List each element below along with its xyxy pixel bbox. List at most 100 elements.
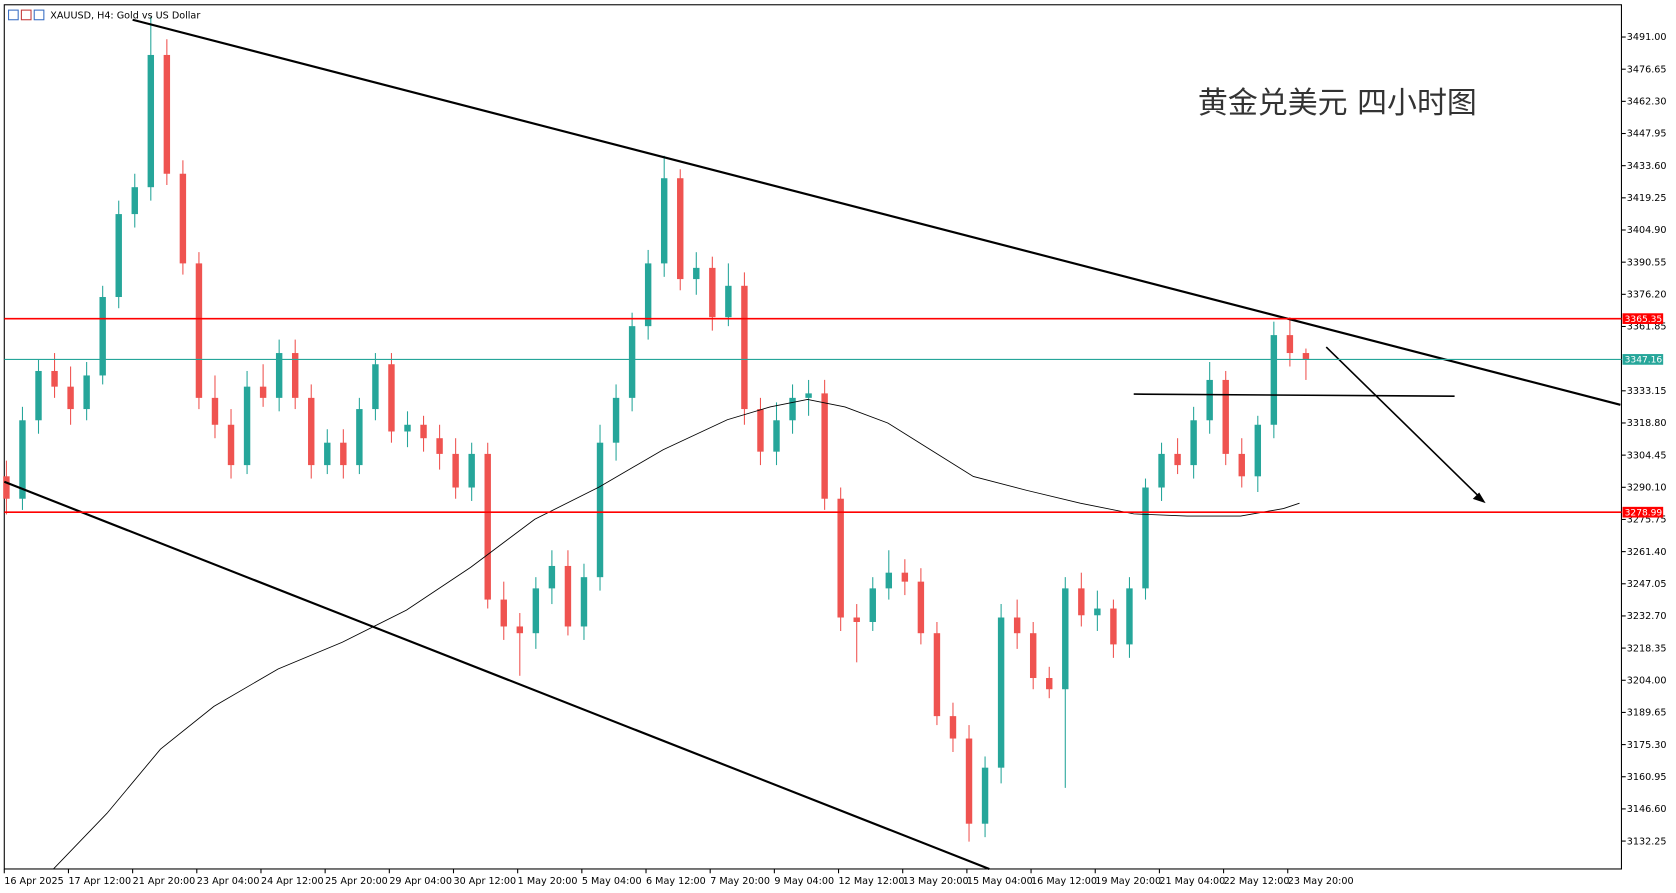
- price-label-bg: [1622, 506, 1664, 518]
- candle-body: [67, 386, 74, 410]
- candle-body: [484, 453, 491, 600]
- trendline: [3, 480, 990, 870]
- candle-body: [965, 738, 973, 824]
- candle-body: [35, 370, 42, 421]
- x-tick-label: 23 May 20:00: [1288, 876, 1354, 887]
- y-tick-label: 3390.55: [1627, 257, 1667, 268]
- candle-body: [949, 716, 957, 739]
- candle-body: [773, 420, 780, 452]
- y-tick-label: 3447.95: [1627, 129, 1667, 140]
- icon: [33, 9, 45, 21]
- candle-body: [404, 424, 411, 432]
- x-tick-label: 5 May 04:00: [582, 876, 642, 887]
- y-tick-label: 3491.00: [1627, 32, 1667, 43]
- candle-body: [628, 326, 636, 398]
- y-tick-label: 3304.45: [1627, 450, 1667, 461]
- price-label-bg: [1622, 313, 1664, 324]
- y-tick-label: 3333.15: [1627, 386, 1667, 397]
- candle-body: [933, 633, 941, 717]
- x-tick-label: 24 Apr 12:00: [261, 876, 324, 887]
- icon: [8, 9, 19, 21]
- candle-body: [516, 626, 524, 634]
- candle-body: [789, 397, 796, 421]
- candle-body: [580, 577, 588, 627]
- candle-body: [195, 263, 203, 398]
- candle-body: [1222, 379, 1229, 454]
- y-tick-label: 3318.80: [1627, 418, 1667, 429]
- candle-body: [372, 364, 379, 410]
- candle-body: [99, 297, 106, 376]
- candle-body: [612, 397, 620, 443]
- y-tick-label: 3404.90: [1627, 225, 1667, 236]
- candle-body: [1286, 335, 1294, 354]
- candle-body: [388, 364, 395, 432]
- y-tick-label: 3232.70: [1627, 611, 1667, 622]
- candle-body: [1174, 453, 1181, 466]
- candle-body: [324, 442, 331, 466]
- candle-body: [532, 588, 540, 634]
- candle-body: [1254, 424, 1262, 477]
- candle-body: [677, 178, 684, 280]
- x-tick-label: 7 May 20:00: [710, 876, 770, 887]
- x-tick-label: 21 May 04:00: [1159, 876, 1225, 887]
- x-tick-label: 6 May 12:00: [646, 876, 706, 887]
- candle-body: [356, 409, 363, 466]
- x-tick-label: 16 Apr 2025: [4, 876, 63, 887]
- price-label: 3365.35: [1625, 315, 1663, 325]
- candle-body: [163, 54, 171, 174]
- y-tick-label: 3160.95: [1627, 772, 1667, 783]
- candle-body: [131, 187, 138, 215]
- x-tick-label: 25 Apr 20:00: [325, 876, 388, 887]
- candle-body: [1046, 678, 1053, 690]
- candle-body: [853, 617, 860, 622]
- candle-body: [308, 397, 315, 466]
- candle-body: [1270, 335, 1278, 425]
- candle-body: [757, 409, 764, 452]
- candle-body: [564, 565, 572, 627]
- y-tick-label: 3433.60: [1627, 161, 1667, 172]
- y-tick-label: 3261.40: [1627, 547, 1667, 558]
- y-tick-label: 3290.10: [1627, 483, 1667, 494]
- candle-body: [452, 453, 459, 488]
- candle-body: [51, 370, 58, 387]
- candle-body: [548, 565, 556, 589]
- candle-body: [291, 353, 299, 398]
- candle-body: [1126, 588, 1133, 645]
- arrow-head: [1472, 492, 1486, 504]
- x-tick-label: 12 May 12:00: [839, 876, 905, 887]
- candle-body: [211, 397, 219, 425]
- x-tick-label: 23 Apr 04:00: [197, 876, 260, 887]
- candle-body: [83, 375, 90, 410]
- y-tick-label: 3189.65: [1627, 708, 1667, 719]
- candle-body: [741, 285, 748, 410]
- candle-body: [1238, 453, 1245, 477]
- candle-body: [821, 393, 828, 499]
- candle-body: [243, 386, 251, 466]
- symbol-label: XAUUSD, H4: Gold vs US Dollar: [50, 11, 200, 22]
- candle-body: [340, 442, 347, 466]
- x-tick-label: 29 Apr 04:00: [389, 876, 452, 887]
- candle-body: [981, 767, 989, 824]
- candle-body: [837, 498, 844, 618]
- candle-body: [997, 617, 1005, 768]
- y-tick-label: 3376.20: [1627, 290, 1667, 301]
- candle-body: [115, 214, 122, 298]
- candle-body: [259, 386, 267, 398]
- candle-body: [693, 267, 700, 280]
- candle-body: [1094, 608, 1101, 616]
- y-tick-label: 3476.65: [1627, 64, 1667, 75]
- y-tick-label: 3132.25: [1627, 836, 1667, 847]
- candle-body: [660, 178, 668, 264]
- candle-body: [1302, 353, 1310, 360]
- price-label: 3278.99: [1625, 508, 1663, 518]
- plot-frame: [3, 4, 1622, 870]
- candle-body: [227, 424, 235, 466]
- candle-body: [1013, 617, 1021, 634]
- x-tick-label: 9 May 04:00: [774, 876, 834, 887]
- y-tick-label: 3247.05: [1627, 579, 1667, 590]
- candle-body: [1142, 487, 1149, 589]
- candle-body: [869, 588, 876, 622]
- x-tick-label: 21 Apr 20:00: [133, 876, 196, 887]
- candle-body: [885, 572, 893, 589]
